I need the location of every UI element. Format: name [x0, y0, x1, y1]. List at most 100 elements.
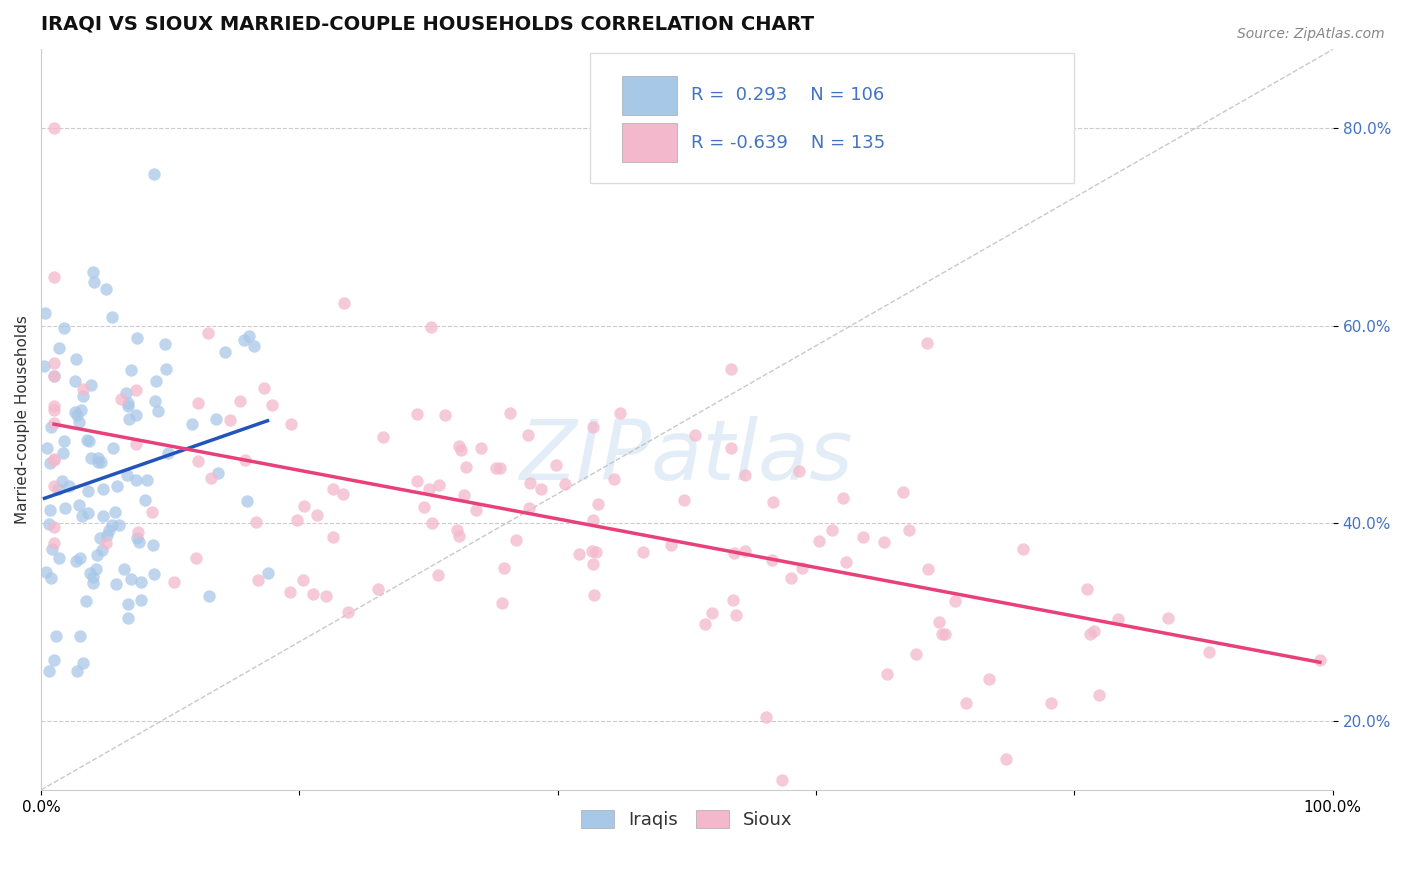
Point	[585, 545, 607, 559]
Point	[205, 411, 228, 425]
Point	[449, 529, 471, 543]
Point	[517, 500, 540, 515]
Point	[779, 571, 801, 585]
Point	[1039, 697, 1062, 711]
Point	[117, 395, 139, 409]
Point	[52, 446, 75, 460]
Point	[446, 523, 468, 537]
Point	[931, 626, 953, 640]
Text: R = -0.639    N = 135: R = -0.639 N = 135	[690, 134, 884, 152]
Point	[238, 329, 260, 343]
Point	[69, 629, 91, 643]
Point	[42, 399, 65, 413]
Legend: Iraqis, Sioux: Iraqis, Sioux	[574, 803, 800, 837]
Point	[96, 527, 118, 541]
Point	[491, 596, 513, 610]
Point	[42, 121, 65, 136]
Text: Source: ZipAtlas.com: Source: ZipAtlas.com	[1237, 27, 1385, 41]
Point	[243, 339, 266, 353]
Point	[876, 666, 898, 681]
Point	[233, 452, 256, 467]
Point	[134, 492, 156, 507]
Point	[246, 573, 269, 587]
Point	[65, 405, 87, 419]
Point	[977, 672, 1000, 686]
Point	[136, 473, 159, 487]
Point	[470, 441, 492, 455]
Point	[307, 508, 329, 522]
Point	[219, 413, 242, 427]
Point	[835, 555, 858, 569]
Point	[142, 567, 165, 582]
Point	[429, 477, 451, 491]
Point	[129, 575, 152, 590]
Point	[46, 482, 69, 496]
Point	[485, 460, 508, 475]
Point	[42, 536, 65, 550]
Point	[141, 505, 163, 519]
Point	[117, 399, 139, 413]
Point	[995, 752, 1018, 766]
Point	[236, 494, 259, 508]
Point	[75, 593, 97, 607]
Point	[157, 445, 180, 459]
Point	[104, 577, 127, 591]
Point	[42, 270, 65, 285]
Point	[406, 474, 429, 488]
Point	[66, 665, 89, 679]
Point	[734, 467, 756, 482]
Point	[891, 484, 914, 499]
Point	[87, 450, 110, 465]
Point	[1198, 645, 1220, 659]
Point	[52, 320, 75, 334]
Point	[554, 477, 576, 491]
Point	[79, 377, 101, 392]
Point	[38, 665, 60, 679]
Bar	[623, 123, 676, 162]
Point	[63, 374, 86, 388]
Point	[91, 543, 114, 558]
Point	[145, 374, 167, 388]
Point	[39, 420, 62, 434]
Point	[72, 389, 94, 403]
Point	[82, 575, 104, 590]
Point	[762, 495, 785, 509]
Point	[1076, 582, 1098, 596]
Point	[42, 452, 65, 467]
Point	[77, 484, 100, 499]
Point	[787, 465, 810, 479]
FancyBboxPatch shape	[591, 54, 1074, 183]
Point	[197, 589, 219, 603]
Point	[734, 543, 756, 558]
Point	[413, 500, 436, 514]
Point	[761, 553, 783, 567]
Point	[34, 359, 56, 373]
Point	[278, 585, 301, 599]
Point	[128, 535, 150, 549]
Y-axis label: Married-couple Households: Married-couple Households	[15, 315, 30, 524]
Point	[253, 381, 276, 395]
Point	[105, 478, 128, 492]
Point	[51, 474, 73, 488]
Point	[333, 296, 356, 310]
Point	[422, 516, 444, 530]
Point	[41, 541, 63, 556]
Point	[89, 531, 111, 545]
Point	[184, 551, 207, 566]
Point	[48, 341, 70, 355]
Point	[35, 442, 58, 456]
Point	[280, 417, 302, 431]
Point	[672, 492, 695, 507]
Point	[69, 402, 91, 417]
Point	[42, 478, 65, 492]
Point	[129, 592, 152, 607]
Point	[291, 573, 314, 587]
Point	[142, 167, 165, 181]
Point	[695, 616, 717, 631]
Point	[582, 513, 605, 527]
Point	[1107, 612, 1129, 626]
Point	[418, 482, 440, 496]
Point	[84, 561, 107, 575]
Point	[83, 275, 105, 289]
Point	[110, 392, 132, 406]
